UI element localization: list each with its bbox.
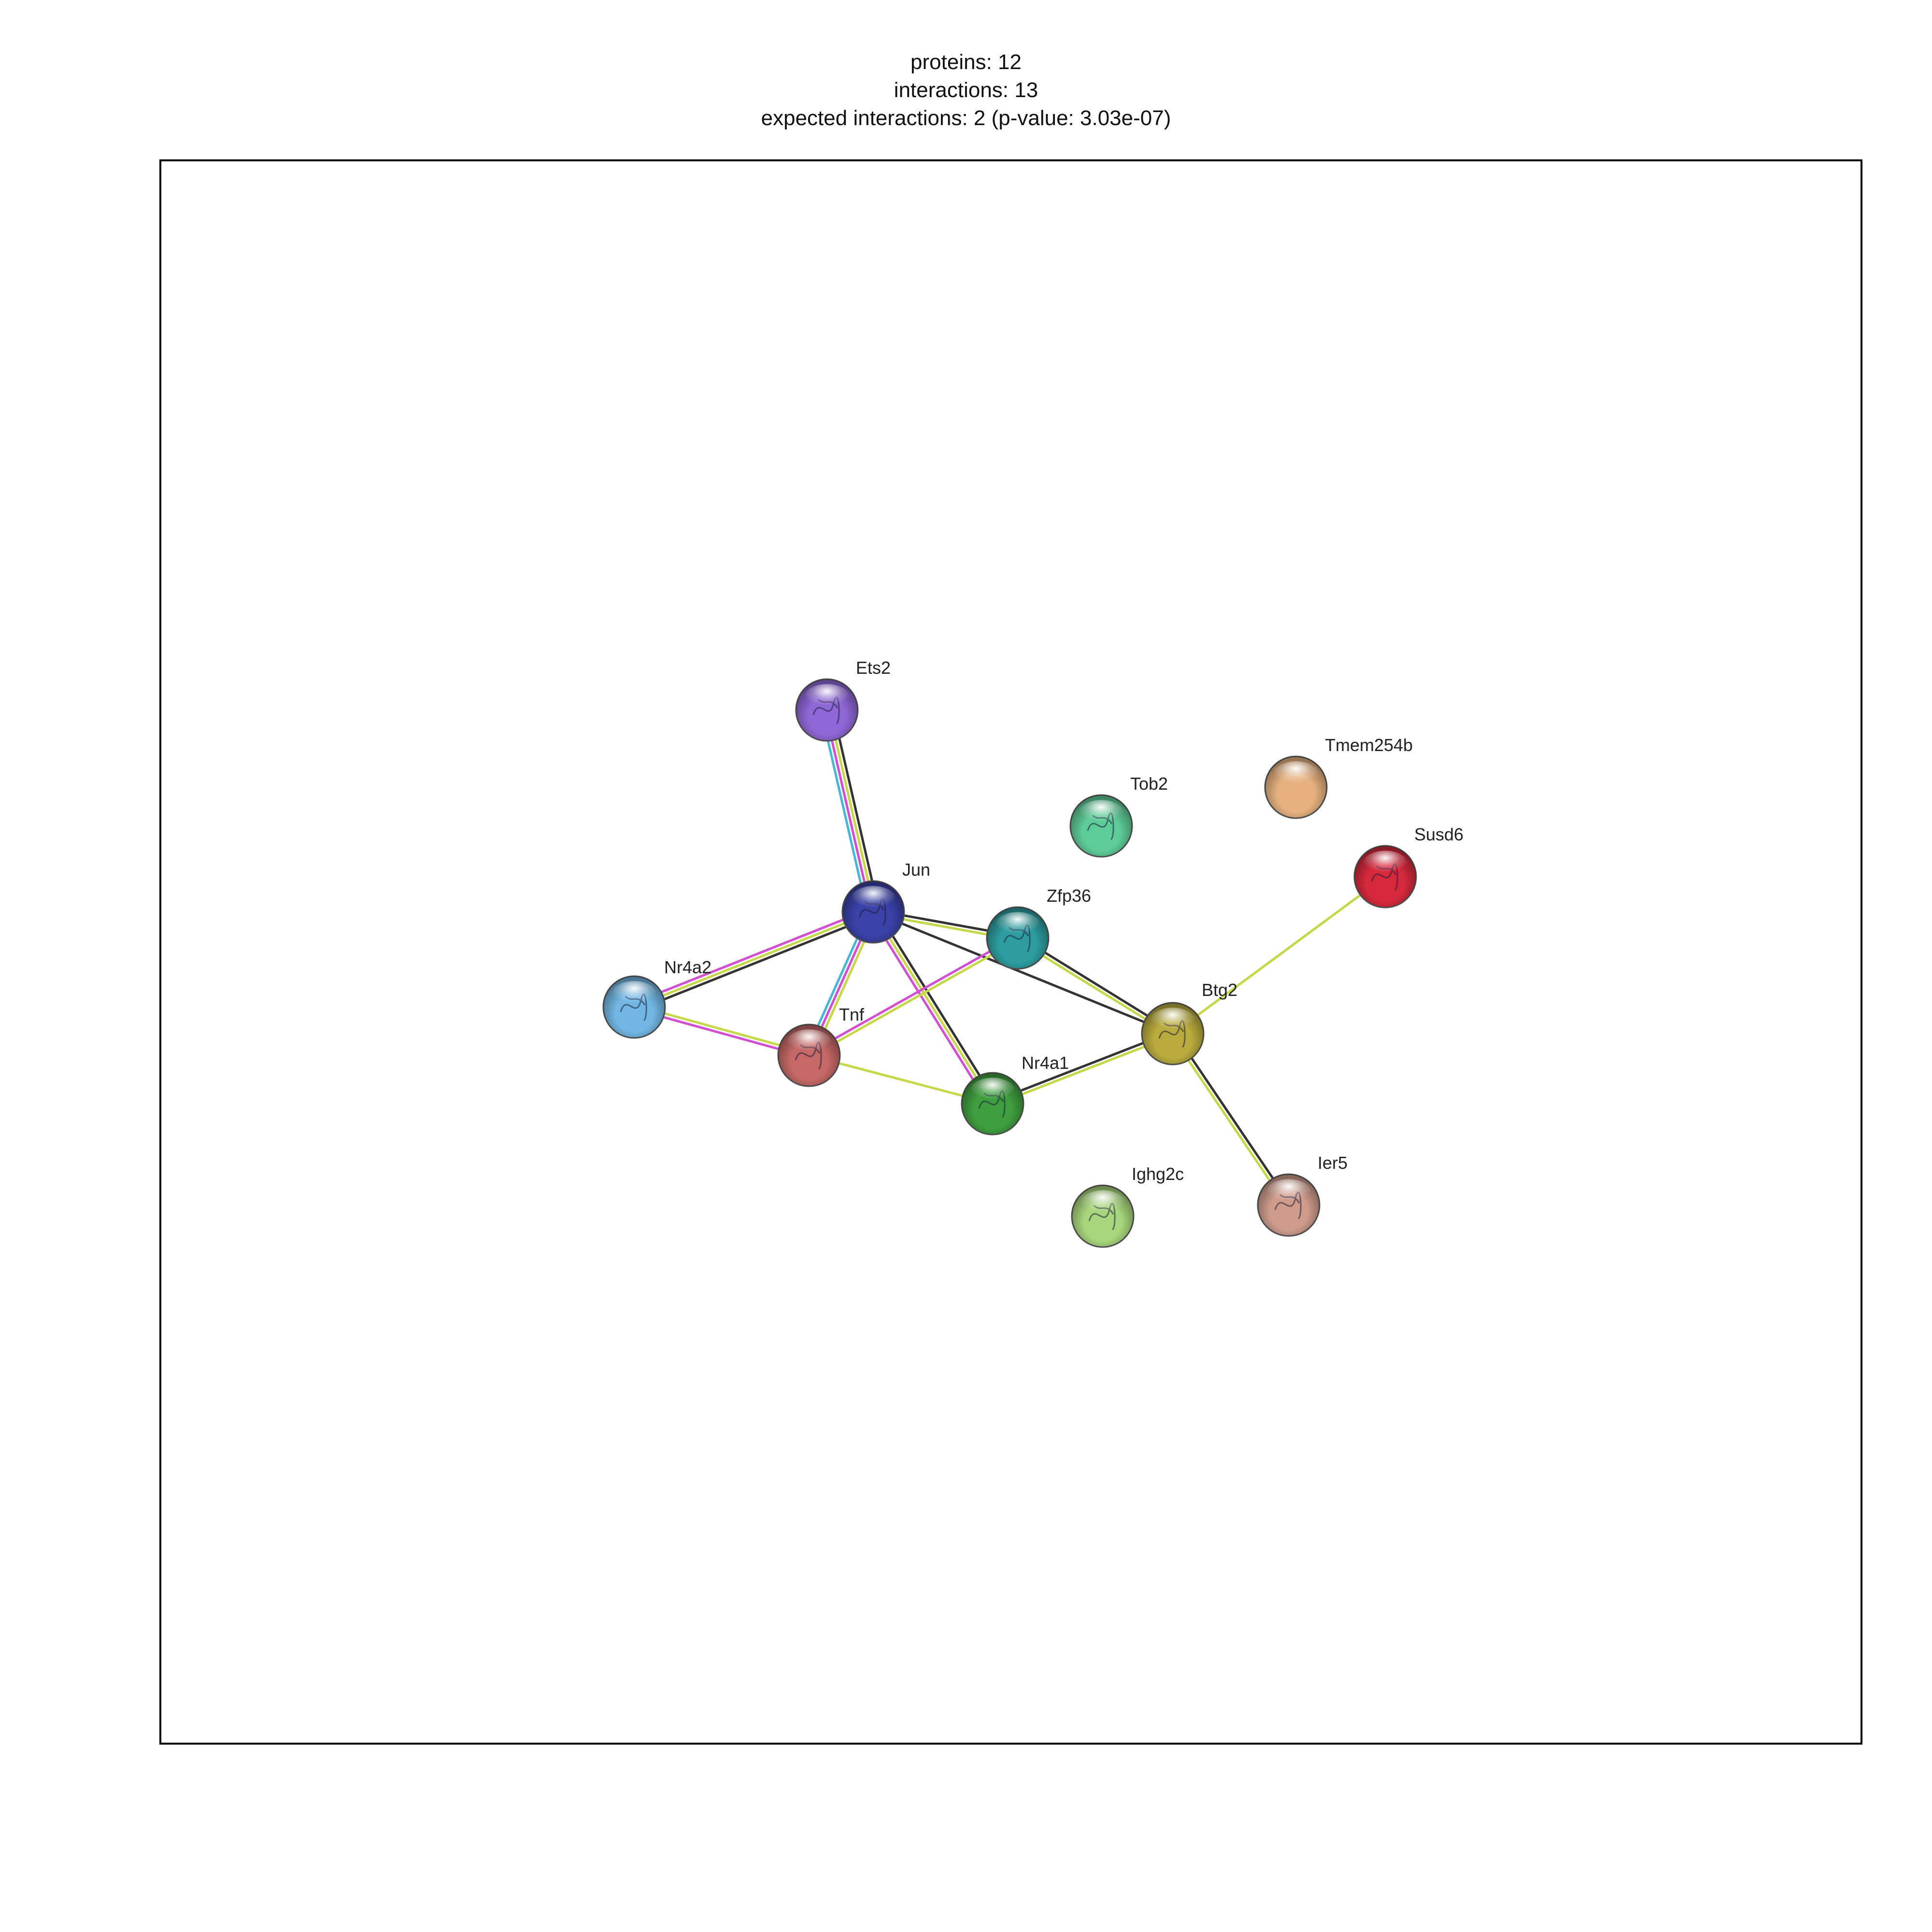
interaction-count: interactions: 13 <box>894 78 1038 102</box>
node-highlight <box>611 981 657 1007</box>
node-highlight <box>1080 1190 1125 1217</box>
node-susd6[interactable]: Susd6 <box>1353 824 1463 909</box>
edge-textmining-line <box>827 708 877 913</box>
edge-coexpression-line <box>831 707 881 912</box>
edge-coexpression-line <box>634 914 876 1012</box>
node-label: Susd6 <box>1414 824 1463 844</box>
edge-jun-btg2 <box>872 910 1174 1035</box>
edge-textmining-line <box>633 910 875 1009</box>
node-btg2[interactable]: Btg2 <box>1141 980 1237 1065</box>
node-highlight <box>1273 761 1319 787</box>
node-highlight <box>804 684 850 710</box>
nodes-layer: Ets2 Tob2 Tmem254b Susd6 Jun Zfp36 Nr4a2 Btg2 Tn… <box>602 658 1463 1248</box>
edge-jun-nr4a1 <box>868 909 997 1107</box>
edge-textmining-line <box>992 1034 1175 1107</box>
node-label: Tnf <box>839 1005 865 1024</box>
edge-experimental-line <box>631 907 873 1005</box>
edge-btg2-susd6 <box>1171 875 1387 1035</box>
node-label: Ier5 <box>1318 1153 1348 1173</box>
node-ighg2c[interactable]: Ighg2c <box>1071 1164 1184 1248</box>
node-nr4a1[interactable]: Nr4a1 <box>961 1053 1069 1136</box>
node-label: Tob2 <box>1130 774 1168 794</box>
edge-textmining-line <box>809 938 1020 1058</box>
node-ets2[interactable]: Ets2 <box>795 658 891 742</box>
node-label: Ighg2c <box>1132 1164 1184 1184</box>
protein-count: proteins: 12 <box>910 50 1022 74</box>
node-highlight <box>1266 1179 1311 1206</box>
node-highlight <box>970 1078 1015 1104</box>
node-tob2[interactable]: Tob2 <box>1069 774 1168 858</box>
node-highlight <box>1150 1008 1195 1034</box>
expected-interactions: expected interactions: 2 (p-value: 3.03e… <box>761 106 1171 130</box>
edge-coexpression-line <box>875 909 997 1103</box>
edge-textmining-line <box>872 910 994 1105</box>
edge-coexpression-line <box>991 1030 1174 1103</box>
edge-zfp36-tnf <box>807 935 1020 1058</box>
edge-textmining-line <box>1170 1033 1289 1208</box>
edge-experimental-line <box>868 912 991 1107</box>
node-ier5[interactable]: Ier5 <box>1257 1153 1348 1237</box>
node-jun[interactable]: Jun <box>841 860 930 944</box>
node-highlight <box>1363 851 1408 877</box>
edge-experimental-line <box>824 709 873 914</box>
node-highlight <box>786 1029 832 1056</box>
edge-experimental-line <box>807 935 1018 1055</box>
edge-jun-nr4a2 <box>631 907 876 1012</box>
node-label: Btg2 <box>1202 980 1237 1000</box>
node-highlight <box>851 886 896 912</box>
edge-database-line <box>820 710 869 915</box>
network-frame <box>159 159 1862 1745</box>
node-label: Nr4a2 <box>664 957 711 977</box>
node-label: Nr4a1 <box>1022 1053 1069 1073</box>
edge-textmining-line <box>1171 875 1387 1035</box>
node-label: Ets2 <box>856 658 891 678</box>
edges-layer <box>631 707 1387 1208</box>
node-tnf[interactable]: Tnf <box>777 1005 865 1087</box>
edge-ets2-jun <box>820 707 881 915</box>
edge-coexpression-line <box>1173 1031 1292 1206</box>
node-label: Jun <box>902 860 930 880</box>
node-label: Zfp36 <box>1047 886 1091 906</box>
node-highlight <box>1079 800 1124 826</box>
node-label: Tmem254b <box>1325 735 1413 755</box>
node-highlight <box>995 912 1040 938</box>
edge-btg2-ier5 <box>1170 1031 1292 1208</box>
node-zfp36[interactable]: Zfp36 <box>986 886 1091 970</box>
node-tmem254b[interactable]: Tmem254b <box>1264 735 1413 819</box>
edge-coexpression-line <box>872 910 1174 1035</box>
node-nr4a2[interactable]: Nr4a2 <box>602 957 711 1039</box>
edge-nr4a1-btg2 <box>991 1030 1175 1107</box>
network-summary: proteins: 12 interactions: 13 expected i… <box>0 48 1932 132</box>
